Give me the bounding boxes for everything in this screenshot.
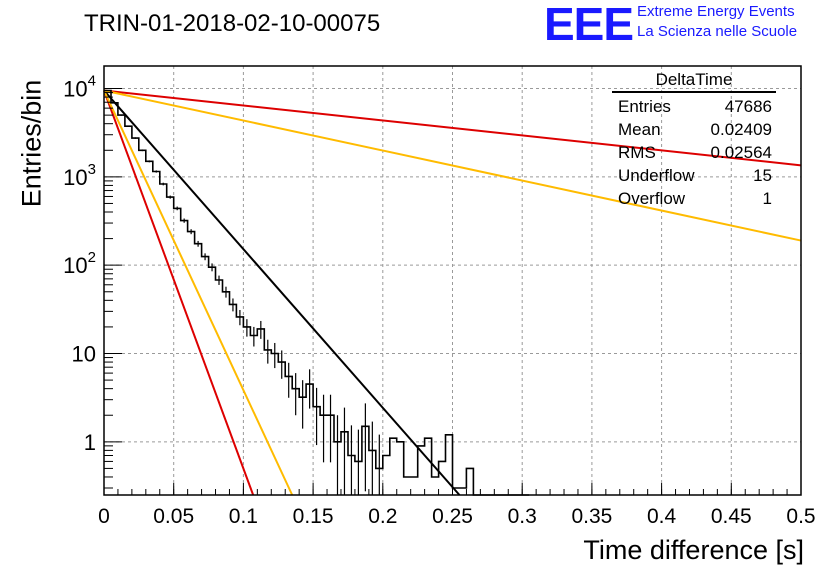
x-tick-label: 0.1 — [229, 505, 258, 528]
x-tick-label: 0.45 — [711, 505, 752, 528]
stats-row-overflow: Overflow 1 — [612, 187, 776, 210]
histogram — [104, 89, 530, 496]
chart-title: TRIN-01-2018-02-10-00075 — [84, 10, 381, 37]
stats-label: Underflow — [618, 166, 695, 185]
stats-box: DeltaTime Entries 47686 Mean 0.02409 RMS… — [612, 70, 776, 210]
fit-curve — [103, 89, 802, 242]
y-tick-label: 104 — [63, 73, 96, 102]
y-tick-label: 10 — [72, 342, 96, 367]
stats-row-underflow: Underflow 15 — [612, 164, 776, 187]
stats-value: 47686 — [724, 97, 772, 116]
stats-value: 0.02564 — [710, 143, 772, 162]
fit-curve — [103, 90, 294, 496]
x-tick-label: 0.05 — [153, 505, 194, 528]
x-tick-label: 0.3 — [508, 505, 537, 528]
stats-value: 1 — [762, 189, 772, 208]
x-tick-label: 0.35 — [571, 505, 612, 528]
stats-label: Mean — [618, 120, 661, 139]
logo-line-1: Extreme Energy Events — [637, 3, 795, 20]
fit-curve — [103, 89, 461, 496]
x-tick-label: 0 — [98, 505, 110, 528]
y-tick-label: 102 — [63, 249, 96, 278]
stats-row-entries: Entries 47686 — [612, 95, 776, 118]
x-axis-label: Time difference [s] — [583, 535, 804, 565]
x-tick-label: 0.2 — [368, 505, 397, 528]
x-tick-label: 0.4 — [647, 505, 677, 528]
stats-row-rms: RMS 0.02564 — [612, 141, 776, 164]
stats-label: Overflow — [618, 189, 686, 208]
stats-label: Entries — [618, 97, 671, 116]
stats-value: 0.02409 — [710, 120, 772, 139]
x-axis-ticks: 0 0.05 0.1 0.15 0.2 0.25 0.3 0.35 0.4 0.45 0.5 — [98, 483, 816, 528]
y-tick-label: 1 — [84, 430, 96, 455]
stats-value: 15 — [753, 166, 772, 185]
y-tick-label: 103 — [63, 161, 96, 190]
y-axis-label: Entries/bin — [16, 79, 47, 208]
fit-curves — [103, 89, 802, 496]
stats-title: DeltaTime — [612, 70, 776, 93]
eee-logo: EEE — [544, 0, 634, 50]
x-tick-label: 0.5 — [786, 505, 815, 528]
stats-row-mean: Mean 0.02409 — [612, 118, 776, 141]
stats-label: RMS — [618, 143, 656, 162]
x-tick-label: 0.15 — [293, 505, 334, 528]
x-tick-label: 0.25 — [432, 505, 473, 528]
logo-line-2: La Scienza nelle Scuole — [637, 23, 798, 40]
fit-curve — [103, 90, 255, 496]
fit-curve — [103, 89, 802, 167]
